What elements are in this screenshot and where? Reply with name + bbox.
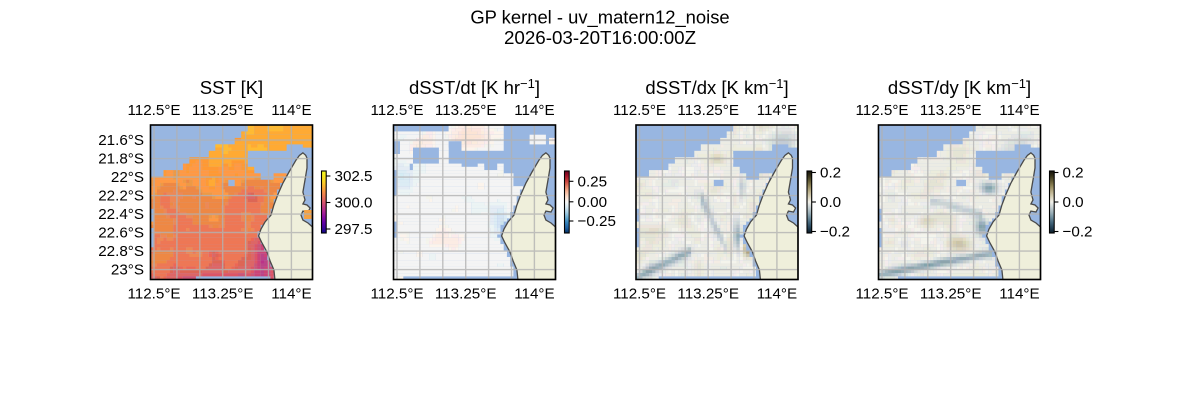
svg-text:0.2: 0.2 <box>1063 165 1084 182</box>
svg-text:0.00: 0.00 <box>578 194 608 211</box>
svg-text:SST [K]: SST [K] <box>200 77 263 98</box>
svg-text:−0.25: −0.25 <box>578 213 616 230</box>
svg-text:112.5°E: 112.5°E <box>127 285 180 302</box>
svg-text:22.6°S: 22.6°S <box>98 225 144 242</box>
svg-text:0.2: 0.2 <box>820 165 841 182</box>
svg-text:114°E: 114°E <box>757 285 797 302</box>
svg-text:0.0: 0.0 <box>1063 194 1084 211</box>
svg-text:22°S: 22°S <box>111 169 144 186</box>
svg-text:−0.2: −0.2 <box>820 224 850 241</box>
svg-text:112.5°E: 112.5°E <box>127 102 180 119</box>
svg-text:22.2°S: 22.2°S <box>98 188 144 205</box>
svg-text:114°E: 114°E <box>271 285 311 302</box>
svg-text:114°E: 114°E <box>271 102 311 119</box>
svg-text:22.8°S: 22.8°S <box>98 243 144 260</box>
svg-text:114°E: 114°E <box>999 285 1039 302</box>
svg-text:113.25°E: 113.25°E <box>192 285 254 302</box>
svg-text:114°E: 114°E <box>514 102 554 119</box>
svg-text:113.25°E: 113.25°E <box>920 102 982 119</box>
svg-text:−0.2: −0.2 <box>1063 224 1093 241</box>
svg-text:2026-03-20T16:00:00Z: 2026-03-20T16:00:00Z <box>504 27 696 48</box>
svg-text:0.25: 0.25 <box>578 173 608 190</box>
svg-text:23°S: 23°S <box>111 262 144 279</box>
svg-text:21.6°S: 21.6°S <box>98 132 144 149</box>
svg-text:dSST/dt [K hr−1]: dSST/dt [K hr−1] <box>409 76 540 98</box>
svg-text:112.5°E: 112.5°E <box>370 285 423 302</box>
svg-text:112.5°E: 112.5°E <box>613 102 666 119</box>
svg-text:112.5°E: 112.5°E <box>855 102 908 119</box>
svg-text:112.5°E: 112.5°E <box>855 285 908 302</box>
svg-text:300.0: 300.0 <box>335 195 373 212</box>
svg-text:112.5°E: 112.5°E <box>613 285 666 302</box>
svg-text:114°E: 114°E <box>757 102 797 119</box>
svg-text:dSST/dx [K km−1]: dSST/dx [K km−1] <box>645 76 788 98</box>
svg-text:0.0: 0.0 <box>820 194 841 211</box>
svg-text:113.25°E: 113.25°E <box>920 285 982 302</box>
svg-text:22.4°S: 22.4°S <box>98 206 144 223</box>
svg-text:21.8°S: 21.8°S <box>98 151 144 168</box>
svg-text:GP kernel - uv_matern12_noise: GP kernel - uv_matern12_noise <box>470 7 729 29</box>
svg-text:113.25°E: 113.25°E <box>677 285 739 302</box>
svg-text:113.25°E: 113.25°E <box>192 102 254 119</box>
svg-text:114°E: 114°E <box>999 102 1039 119</box>
svg-text:297.5: 297.5 <box>335 221 373 238</box>
svg-text:113.25°E: 113.25°E <box>435 285 497 302</box>
svg-text:112.5°E: 112.5°E <box>370 102 423 119</box>
svg-text:113.25°E: 113.25°E <box>435 102 497 119</box>
svg-text:113.25°E: 113.25°E <box>677 102 739 119</box>
svg-text:114°E: 114°E <box>514 285 554 302</box>
svg-text:302.5: 302.5 <box>335 168 373 185</box>
svg-text:dSST/dy [K km−1]: dSST/dy [K km−1] <box>888 76 1031 98</box>
